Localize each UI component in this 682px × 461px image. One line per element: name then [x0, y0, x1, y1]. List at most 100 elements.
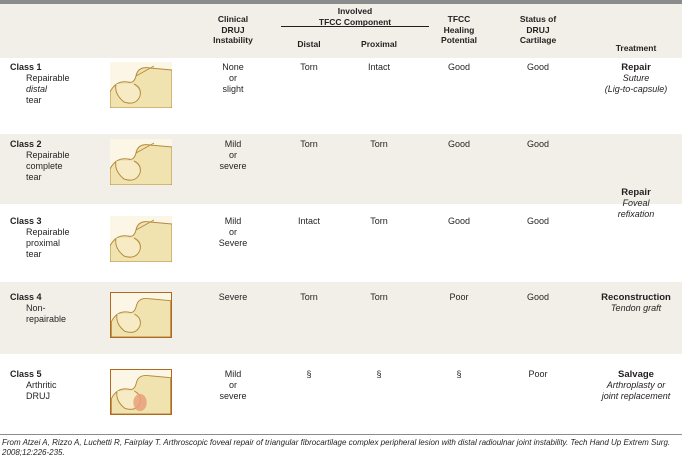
class-2-instability-1: Mild [224, 139, 242, 149]
class-4-treatment-title: Reconstruction [601, 292, 671, 303]
header-cartilage-line-3: Cartilage [519, 35, 557, 45]
class-5-instability-1: Mild [224, 369, 242, 379]
class-5-label: Class 5 Arthritic DRUJ [10, 369, 57, 402]
class-1-treatment-line-1: Suture [622, 73, 650, 83]
class-1-instability-3: slight [222, 84, 244, 94]
class-2-cartilage: Good [526, 139, 550, 149]
header-healing-line-2: Healing [443, 24, 475, 35]
class-4-label: Class 4 Non- repairable [10, 292, 66, 325]
header-component-line-2: TFCC Component [318, 16, 392, 27]
header-cartilage: Status of DRUJ Cartilage [508, 14, 568, 46]
class-2-instability: Mild or severe [205, 139, 261, 172]
header-component-group: Involved TFCC Component [281, 6, 429, 27]
class-4-distal: Torn [300, 292, 318, 302]
class-2-instability-3: severe [219, 161, 247, 171]
class-5-treatment: Salvage Arthroplasty or joint replacemen… [590, 369, 682, 402]
header-healing-line-1: TFCC [447, 14, 471, 24]
class-1-wrist-illustration [110, 62, 172, 108]
class-2-3-treatment-line-1: Foveal [622, 198, 650, 208]
header-healing-line-3: Potential [441, 35, 477, 45]
class-2-3-treatment-line-2: refixation [617, 209, 655, 219]
class-1-label: Class 1 Repairable distal tear [10, 62, 70, 106]
class-2-desc-3: tear [26, 172, 42, 182]
header-instability: Clinical DRUJ Instability [205, 14, 261, 46]
class-5-proximal: § [376, 369, 382, 379]
class-2-3-treatment: Repair Foveal refixation [590, 187, 682, 220]
class-3-instability-3: Severe [218, 238, 248, 248]
class-5-desc-1: Arthritic [26, 380, 57, 390]
class-5-treatment-title: Salvage [618, 369, 654, 380]
class-4-wrist-illustration [110, 292, 172, 338]
class-1-distal: Torn [300, 62, 318, 72]
class-3-healing: Good [447, 216, 471, 226]
header-proximal: Proximal [361, 39, 397, 49]
class-2-wrist-illustration [110, 139, 172, 185]
class-5-title: Class 5 [10, 369, 42, 379]
class-3-title: Class 3 [10, 216, 42, 226]
top-rule [0, 0, 682, 4]
header-cartilage-line-2: DRUJ [526, 24, 550, 35]
row-band-class-2 [0, 134, 682, 204]
class-3-proximal: Torn [370, 216, 388, 226]
class-5-desc-2: DRUJ [26, 391, 50, 401]
class-1-instability: None or slight [205, 62, 261, 95]
class-3-desc-2: proximal [26, 238, 61, 248]
class-1-treatment-line-2: (Lig-to-capsule) [604, 84, 668, 94]
row-band-class-4 [0, 282, 682, 354]
class-3-distal: Intact [297, 216, 320, 226]
class-2-3-treatment-title: Repair [621, 187, 651, 198]
class-2-label: Class 2 Repairable complete tear [10, 139, 70, 183]
class-2-desc-1: Repairable [26, 150, 70, 160]
class-2-healing: Good [447, 139, 471, 149]
header-component-line-1: Involved [337, 6, 373, 16]
class-3-label: Class 3 Repairable proximal tear [10, 216, 70, 260]
class-2-proximal: Torn [370, 139, 388, 149]
class-1-instability-2: or [228, 73, 237, 83]
class-5-cartilage: Poor [528, 369, 548, 379]
class-3-cartilage: Good [526, 216, 550, 226]
class-5-healing: § [456, 369, 462, 379]
class-4-desc-2: repairable [26, 314, 67, 324]
class-5-instability-2: or [228, 380, 237, 390]
class-4-treatment: Reconstruction Tendon graft [590, 292, 682, 314]
class-3-instability: Mild or Severe [205, 216, 261, 249]
header-group-rule [281, 26, 429, 27]
class-3-instability-2: or [228, 227, 237, 237]
header-healing: TFCC Healing Potential [431, 14, 487, 46]
class-2-title: Class 2 [10, 139, 42, 149]
class-4-treatment-line-1: Tendon graft [610, 303, 662, 313]
class-2-instability-2: or [228, 150, 237, 160]
header-instability-line-3: Instability [213, 35, 253, 45]
class-1-healing: Good [447, 62, 471, 72]
header-cartilage-line-1: Status of [519, 14, 557, 24]
class-5-wrist-illustration [110, 369, 172, 415]
class-1-desc-3: tear [26, 95, 42, 105]
header-band [0, 4, 682, 58]
class-4-cartilage: Good [526, 292, 550, 302]
header-treatment: Treatment [615, 43, 657, 53]
class-5-treatment-line-1: Arthroplasty or [606, 380, 666, 390]
class-4-title: Class 4 [10, 292, 42, 302]
class-5-treatment-line-2: joint replacement [601, 391, 671, 401]
class-5-instability-3: severe [219, 391, 247, 401]
class-3-desc-3: tear [26, 249, 42, 259]
class-1-treatment-title: Repair [621, 62, 651, 73]
header-instability-line-1: Clinical [217, 14, 249, 24]
class-1-instability-1: None [222, 62, 244, 72]
class-1-desc-1: Repairable [26, 73, 70, 83]
class-1-proximal: Intact [367, 62, 390, 72]
class-2-distal: Torn [300, 139, 318, 149]
class-4-instability: Severe [205, 292, 261, 303]
class-1-desc-2: distal [26, 84, 48, 94]
class-4-proximal: Torn [370, 292, 388, 302]
class-4-healing: Poor [449, 292, 469, 302]
class-5-distal: § [306, 369, 312, 379]
header-distal: Distal [297, 39, 321, 49]
bottom-rule [0, 434, 682, 435]
class-4-instability-1: Severe [218, 292, 248, 302]
class-1-treatment: Repair Suture (Lig-to-capsule) [590, 62, 682, 95]
class-3-wrist-illustration [110, 216, 172, 262]
class-2-desc-2: complete [26, 161, 63, 171]
class-1-cartilage: Good [526, 62, 550, 72]
